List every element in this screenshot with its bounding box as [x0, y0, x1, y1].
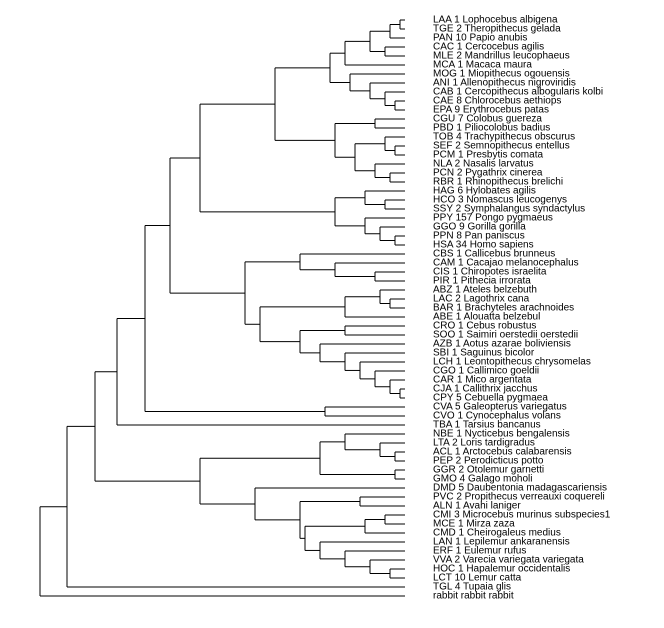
leaf-label: ANI 1 Allenopithecus nigroviridis: [433, 78, 576, 89]
leaf-label: LTA 2 Loris tardigradus: [433, 438, 535, 449]
leaf-label: LAN 1 Lepilemur ankaranensis: [433, 537, 570, 548]
leaf-label: RBR 1 Rhinopithecus brelichi: [433, 177, 563, 188]
leaf-label: NLA 2 Nasalis larvatus: [433, 159, 534, 170]
leaf-label: PIR 1 Pithecia irrorata: [433, 276, 531, 287]
leaf-label: CRO 1 Cebus robustus: [433, 321, 536, 332]
leaf-label: DMD 5 Daubentonia madagascariensis: [433, 483, 607, 494]
leaf-label: PPN 8 Pan paniscus: [433, 231, 525, 242]
leaf-label: ABZ 1 Ateles belzebuth: [433, 285, 537, 296]
leaf-label: ERF 1 Eulemur rufus: [433, 546, 526, 557]
leaf-label: PPY 157 Pongo pygmaeus: [433, 213, 553, 224]
leaf-label: PBD 1 Piliocolobus badius: [433, 123, 550, 134]
leaf-label: GGO 9 Gorilla gorilla: [433, 222, 526, 233]
leaf-label: CPY 5 Cebuella pygmaea: [433, 393, 548, 404]
leaf-label: MCE 1 Mirza zaza: [433, 519, 515, 530]
leaf-label: PVC 2 Propithecus verreauxi coquereli: [433, 492, 605, 503]
leaf-label: PAN 10 Papio anubis: [433, 33, 527, 44]
leaf-label: CAB 1 Cercopithecus albogularis kolbi: [433, 87, 603, 98]
leaf-label: CIS 1 Chiropotes israelita: [433, 267, 547, 278]
leaf-label: PCN 2 Pygathrix cinerea: [433, 168, 543, 179]
leaf-label: CVA 5 Galeopterus variegatus: [433, 402, 567, 413]
leaf-label: BAR 1 Brachyteles arachnoides: [433, 303, 574, 314]
leaf-label: CGU 7 Colobus guereza: [433, 114, 542, 125]
leaf-label: CMD 1 Cheirogaleus medius: [433, 528, 561, 539]
leaf-label: HCO 3 Nomascus leucogenys: [433, 195, 567, 206]
leaf-label: CAM 1 Cacajao melanocephalus: [433, 258, 579, 269]
leaf-label: PCM 1 Presbytis comata: [433, 150, 543, 161]
leaf-label: MOG 1 Miopithecus ogouensis: [433, 69, 570, 80]
leaf-label: SSY 2 Symphalangus syndactylus: [433, 204, 585, 215]
leaf-label: SEF 2 Semnopithecus entellus: [433, 141, 570, 152]
leaf-label: TBA 1 Tarsius bancanus: [433, 420, 541, 431]
leaf-label: CAE 8 Chlorocebus aethiops: [433, 96, 561, 107]
leaf-label: CVO 1 Cynocephalus volans: [433, 411, 561, 422]
leaf-label: CJA 1 Callithrix jacchus: [433, 384, 537, 395]
leaf-label: CGO 1 Callimico goeldii: [433, 366, 539, 377]
leaf-label: PEP 2 Perodicticus potto: [433, 456, 544, 467]
leaf-label: AZB 1 Aotus azarae boliviensis: [433, 339, 571, 350]
leaf-label: TGE 2 Theropithecus gelada: [433, 24, 561, 35]
leaf-label: HSA 34 Homo sapiens: [433, 240, 534, 251]
leaf-label: ALN 1 Avahi laniger: [433, 501, 521, 512]
leaf-label: HAG 6 Hylobates agilis: [433, 186, 536, 197]
leaf-label: CMI 3 Microcebus murinus subspecies1: [433, 510, 611, 521]
leaf-label: EPA 9 Erythrocebus patas: [433, 105, 549, 116]
leaf-label: LAA 1 Lophocebus albigena: [433, 15, 558, 26]
leaf-label: CBS 1 Callicebus brunneus: [433, 249, 555, 260]
leaf-label: GGR 2 Otolemur garnetti: [433, 465, 544, 476]
leaf-label: NBE 1 Nycticebus bengalensis: [433, 429, 570, 440]
leaf-label: VVA 2 Varecia variegata variegata: [433, 555, 584, 566]
leaf-label: CAR 1 Mico argentata: [433, 375, 532, 386]
leaf-label: GMO 4 Galago moholi: [433, 474, 533, 485]
leaf-label: LAC 2 Lagothrix cana: [433, 294, 530, 305]
leaf-label: ABE 1 Alouatta belzebul: [433, 312, 540, 323]
leaf-label: LCH 1 Leontopithecus chrysomelas: [433, 357, 591, 368]
leaf-label: SOO 1 Saimiri oerstedii oerstedii: [433, 330, 578, 341]
leaf-label: ACL 1 Arctocebus calabarensis: [433, 447, 572, 458]
leaf-label: SBI 1 Saguinus bicolor: [433, 348, 535, 359]
leaf-label: LCT 10 Lemur catta: [433, 573, 522, 584]
leaf-label: MCA 1 Macaca maura: [433, 60, 532, 71]
leaf-label: TOB 4 Trachypithecus obscurus: [433, 132, 575, 143]
leaf-label: rabbit rabbit rabbit: [433, 591, 514, 602]
leaf-label: CAC 1 Cercocebus agilis: [433, 42, 544, 53]
leaf-label: MLE 2 Mandrillus leucophaeus: [433, 51, 570, 62]
leaf-label: TGL 4 Tupaia glis: [433, 582, 511, 593]
leaf-label: HOC 1 Hapalemur occidentalis: [433, 564, 570, 575]
